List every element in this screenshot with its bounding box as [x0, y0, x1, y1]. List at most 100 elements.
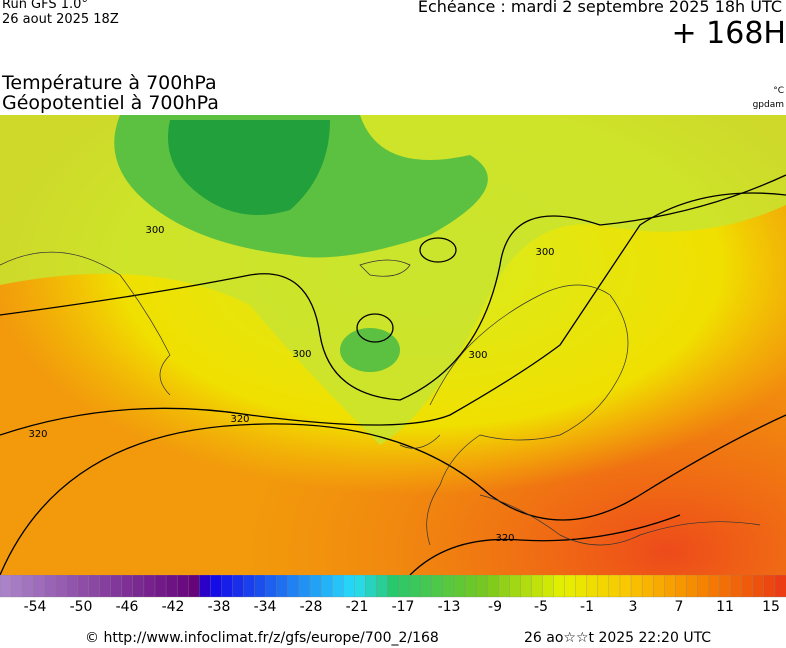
colorbar-segment	[221, 575, 234, 598]
colorbar-segment	[387, 575, 400, 598]
colorbar-segment	[409, 575, 422, 598]
colorbar-segment	[608, 575, 621, 598]
colorbar-segment	[553, 575, 566, 598]
colorbar-segment	[730, 575, 743, 598]
colorbar-segment	[10, 575, 23, 598]
colorbar-label: -1	[580, 599, 594, 615]
colorbar-segment	[132, 575, 145, 598]
colorbar-segment	[486, 575, 499, 598]
colorbar-segment	[320, 575, 333, 598]
contours	[0, 174, 786, 575]
colorbar-segment	[265, 575, 278, 598]
colorbar-label: -46	[115, 599, 139, 615]
colorbar-label: -54	[23, 599, 47, 615]
colorbar-segment	[398, 575, 411, 598]
colorbar-segment	[154, 575, 167, 598]
colorbar-label: -34	[253, 599, 277, 615]
colorbar-label: -50	[69, 599, 93, 615]
contour-label: 300	[468, 350, 487, 361]
colorbar-label: 11	[716, 599, 734, 615]
colorbar-segment	[199, 575, 211, 598]
contour-label: 320	[495, 533, 514, 544]
colorbar-segment	[453, 575, 466, 598]
footer-url: © http://www.infoclimat.fr/z/gfs/europe/…	[85, 630, 439, 646]
colorbar-segment	[498, 575, 510, 598]
colorbar-segment	[531, 575, 544, 598]
colorbar-label: -13	[437, 599, 461, 615]
colorbar-segment	[232, 575, 245, 598]
contour-label: 300	[145, 225, 164, 236]
colorbar-segment	[520, 575, 533, 598]
colorbar-segment	[77, 575, 90, 598]
colorbar-segment	[287, 575, 300, 598]
colorbar-segment	[276, 575, 289, 598]
colorbar-segment	[542, 575, 555, 598]
colorbar-segment	[431, 575, 444, 598]
colorbar-segment	[66, 575, 79, 598]
title-geopotential: Géopotentiel à 700hPa	[2, 92, 219, 114]
colorbar-segment	[697, 575, 710, 598]
colorbar-segment	[121, 575, 134, 598]
colorbar-segment	[564, 575, 577, 598]
colorbar-segment	[708, 575, 721, 598]
colorbar-segment	[420, 575, 433, 598]
colorbar-label: -21	[345, 599, 369, 615]
contour-label: 320	[28, 429, 47, 440]
colorbar-segment	[586, 575, 599, 598]
colorbar	[0, 575, 786, 598]
colorbar-segment	[619, 575, 632, 598]
colorbar-segment	[719, 575, 732, 598]
colorbar-segment	[686, 575, 699, 598]
title-temperature: Température à 700hPa	[2, 72, 217, 94]
unit-gpdam: gpdam	[752, 100, 784, 110]
colorbar-segment	[475, 575, 488, 598]
coastlines	[0, 251, 761, 546]
colorbar-segment	[110, 575, 123, 598]
colorbar-label: -9	[488, 599, 502, 615]
colorbar-segment	[774, 575, 786, 598]
colorbar-label: 15	[762, 599, 780, 615]
unit: °C	[773, 86, 784, 96]
colorbar-segment	[0, 575, 12, 598]
colorbar-segment	[464, 575, 477, 598]
echeance: Echéance : mardi 2 septembre 2025 18h UT…	[417, 0, 782, 16]
colorbar-segment	[675, 575, 688, 598]
coldest-area	[168, 120, 330, 215]
colorbar-segment	[575, 575, 588, 598]
offset: + 168H	[671, 16, 786, 51]
colorbar-segment	[597, 575, 610, 598]
colorbar-segment	[509, 575, 521, 598]
colorbar-segment	[741, 575, 754, 598]
colorbar-segment	[630, 575, 643, 598]
colorbar-segment	[641, 575, 654, 598]
contour-labels: 300 300 300 300 320 320 320	[28, 225, 554, 544]
footer-timestamp: 26 ao☆☆t 2025 22:20 UTC	[524, 630, 712, 646]
colorbar-label: -42	[161, 599, 185, 615]
colorbar-label: -5	[534, 599, 548, 615]
colorbar-segment	[752, 575, 765, 598]
colorbar-segment	[653, 575, 665, 598]
colorbar-segment	[331, 575, 344, 598]
colorbar-label: -17	[391, 599, 415, 615]
colorbar-segment	[99, 575, 112, 598]
colorbar-segment	[243, 575, 256, 598]
colorbar-label: -28	[299, 599, 323, 615]
contour-label: 300	[292, 349, 311, 360]
colorbar-segment	[664, 575, 676, 598]
colorbar-segment	[21, 575, 34, 598]
colorbar-label: -38	[207, 599, 231, 615]
colorbar-segment	[343, 575, 355, 598]
colorbar-segment	[188, 575, 200, 598]
colorbar-segment	[354, 575, 366, 598]
map: 300 300 300 300 320 320 320	[0, 115, 786, 575]
colorbar-segment	[763, 575, 776, 598]
colorbar-segment	[165, 575, 178, 598]
colorbar-label: 7	[674, 599, 684, 615]
run-label: Run GFS 1.0°	[2, 0, 88, 12]
colorbar-segment	[376, 575, 389, 598]
colorbar-label: 3	[628, 599, 638, 615]
colorbar-segment	[176, 575, 189, 598]
colorbar-segment	[33, 575, 45, 598]
contour-label: 320	[230, 414, 249, 425]
colorbar-segment	[442, 575, 455, 598]
